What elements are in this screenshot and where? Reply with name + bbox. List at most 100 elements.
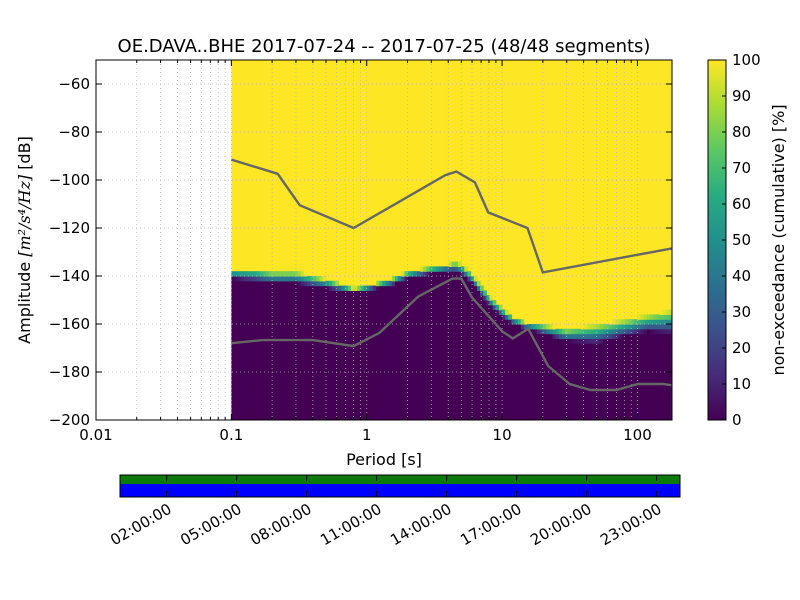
heatmap-cell xyxy=(376,324,380,330)
heatmap-cell xyxy=(303,295,308,301)
heatmap-cell xyxy=(426,352,431,359)
heatmap-cell xyxy=(391,304,396,311)
heatmap-cell xyxy=(391,285,396,291)
heatmap-cell xyxy=(640,357,645,363)
heatmap-cell xyxy=(284,271,289,277)
heatmap-cell xyxy=(417,415,421,420)
heatmap-cell xyxy=(328,405,333,411)
heatmap-cell xyxy=(291,381,295,387)
heatmap-cell xyxy=(451,367,456,373)
heatmap-cell xyxy=(306,352,311,359)
heatmap-cell xyxy=(360,396,365,402)
heatmap-cell xyxy=(291,362,295,368)
heatmap-cell xyxy=(243,295,248,301)
heatmap-cell xyxy=(247,381,251,387)
heatmap-cell xyxy=(338,381,343,387)
heatmap-cell xyxy=(480,324,484,330)
heatmap-cell xyxy=(609,400,613,407)
heatmap-cell xyxy=(265,410,270,416)
heatmap-cell xyxy=(492,357,497,363)
heatmap-cell xyxy=(350,391,355,397)
heatmap-cell xyxy=(272,319,277,325)
heatmap-cell xyxy=(492,405,497,411)
heatmap-cell xyxy=(429,348,434,354)
heatmap-cell xyxy=(357,415,362,420)
heatmap-cell xyxy=(313,362,317,368)
heatmap-cell xyxy=(574,348,579,354)
heatmap-cell xyxy=(344,328,349,335)
heatmap-cell xyxy=(313,415,317,420)
heatmap-cell xyxy=(555,352,560,359)
heatmap-cell xyxy=(517,343,522,349)
heatmap-cell xyxy=(420,280,424,287)
heatmap-cell xyxy=(653,372,657,378)
heatmap-cell xyxy=(470,280,475,287)
heatmap-cell xyxy=(511,391,516,397)
heatmap-cell xyxy=(281,415,286,420)
heatmap-cell xyxy=(634,338,638,344)
heatmap-cell xyxy=(262,415,267,420)
heatmap-cell xyxy=(413,367,418,373)
heatmap-cell xyxy=(564,376,569,383)
heatmap-cell xyxy=(508,381,513,387)
heatmap-cell xyxy=(618,415,623,420)
heatmap-cell xyxy=(300,352,305,359)
heatmap-cell xyxy=(369,367,374,373)
heatmap-cell xyxy=(489,367,494,373)
heatmap-cell xyxy=(360,328,365,335)
heatmap-cell xyxy=(325,405,330,411)
heatmap-cell xyxy=(272,372,277,378)
heatmap-cell xyxy=(423,328,428,335)
heatmap-cell xyxy=(335,324,339,330)
heatmap-cell xyxy=(284,400,289,407)
heatmap-cell xyxy=(300,386,305,392)
heatmap-cell xyxy=(262,314,267,320)
heatmap-cell xyxy=(316,290,321,296)
heatmap-cell xyxy=(344,295,349,301)
heatmap-cell xyxy=(391,410,396,416)
heatmap-cell xyxy=(461,314,465,320)
heatmap-cell xyxy=(269,333,273,339)
heatmap-cell xyxy=(269,376,273,383)
heatmap-cell xyxy=(558,338,563,344)
heatmap-cell xyxy=(379,396,384,402)
heatmap-cell xyxy=(385,381,390,387)
heatmap-cell xyxy=(489,391,494,397)
heatmap-cell xyxy=(401,314,406,320)
heatmap-cell xyxy=(401,333,406,339)
heatmap-cell xyxy=(542,376,547,383)
heatmap-cell xyxy=(495,386,500,392)
heatmap-cell xyxy=(322,396,327,402)
heatmap-cell xyxy=(546,357,550,363)
heatmap-cell xyxy=(291,405,295,411)
heatmap-cell xyxy=(413,348,418,354)
heatmap-cell xyxy=(517,357,522,363)
availability-frame xyxy=(119,474,681,498)
heatmap-cell xyxy=(517,338,522,344)
heatmap-cell xyxy=(527,362,531,368)
heatmap-cell xyxy=(583,324,588,330)
heatmap-cell xyxy=(262,309,267,315)
heatmap-cell xyxy=(599,376,604,383)
heatmap-cell xyxy=(269,386,273,392)
heatmap-cell xyxy=(653,367,657,373)
heatmap-cell xyxy=(262,300,267,306)
heatmap-cell xyxy=(284,300,289,306)
heatmap-cell xyxy=(417,338,421,344)
heatmap-cell xyxy=(445,328,450,335)
x-tick-label: 10 xyxy=(493,426,512,444)
heatmap-cell xyxy=(634,362,638,368)
heatmap-cell xyxy=(467,367,472,373)
heatmap-cell xyxy=(439,319,443,325)
heatmap-cell xyxy=(426,400,431,407)
time-tick-label: 14:00:00 xyxy=(387,500,454,549)
heatmap-cell xyxy=(423,280,428,287)
heatmap-cell xyxy=(514,338,519,344)
heatmap-cell xyxy=(602,324,607,330)
heatmap-cell xyxy=(243,357,248,363)
heatmap-cell xyxy=(366,285,371,291)
heatmap-cell xyxy=(354,391,358,397)
heatmap-cell xyxy=(467,381,472,387)
heatmap-cell xyxy=(542,410,547,416)
heatmap-cell xyxy=(413,300,418,306)
